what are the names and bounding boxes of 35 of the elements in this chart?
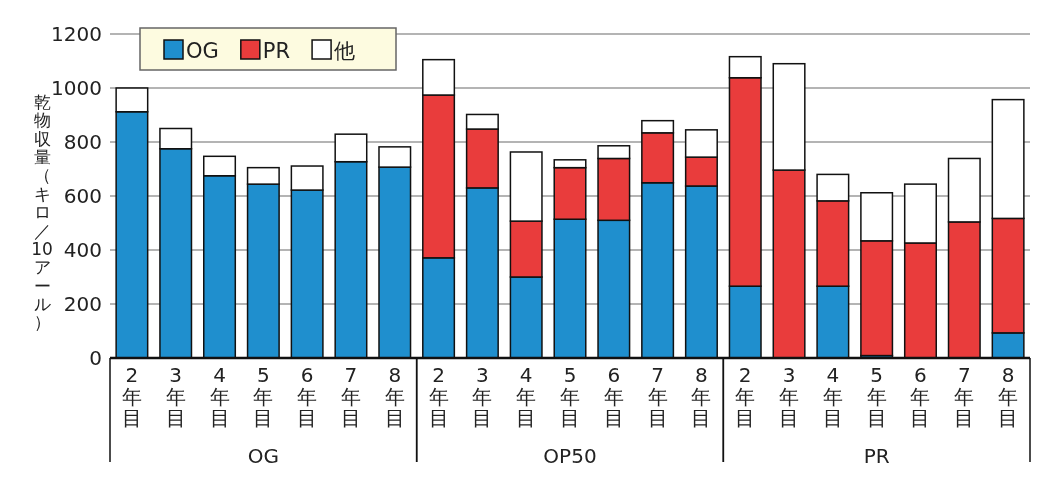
legend-label: PR [262,39,291,63]
x-tick-label: 4年目 [822,363,843,431]
legend-label: 他 [334,39,356,63]
x-tick-label: 7年目 [647,363,668,431]
x-tick-label: 3年目 [779,363,800,431]
x-tick-label: 7年目 [340,363,361,431]
text: 乾物収量（キロ／10アール） [31,92,53,333]
text: PR [863,444,890,468]
x-tick-label: 5年目 [560,363,580,431]
y-tick-label: 400 [63,238,102,262]
x-tick-label: 2年目 [428,363,449,431]
text: OP50 [543,444,597,468]
y-tick-label: 1000 [51,76,102,100]
x-tick-label: 8年目 [691,363,712,431]
x-tick-label: 3年目 [472,363,493,431]
x-tick-label: 8年目 [384,363,405,431]
x-tick-label: 2年目 [735,363,756,431]
x-tick-label: 2年目 [121,363,142,431]
x-tick-label: 5年目 [253,363,274,431]
x-tick-label: 6年目 [910,363,931,431]
x-tick-label: 4年目 [209,363,230,431]
y-tick-label: 600 [63,184,102,208]
y-tick-label: 800 [63,130,102,154]
text: OG [247,444,279,468]
y-tick-label: 0 [89,346,102,370]
x-tick-label: 6年目 [603,363,624,431]
x-tick-label: 6年目 [297,363,318,431]
y-tick-label: 1200 [51,22,102,46]
legend-label: OG [186,39,219,63]
x-tick-label: 8年目 [998,363,1019,431]
x-tick-label: 5年目 [866,363,887,431]
x-tick-label: 7年目 [954,363,975,431]
y-tick-label: 200 [63,292,102,316]
x-tick-label: 4年目 [516,363,537,431]
x-tick-label: 3年目 [165,363,186,431]
